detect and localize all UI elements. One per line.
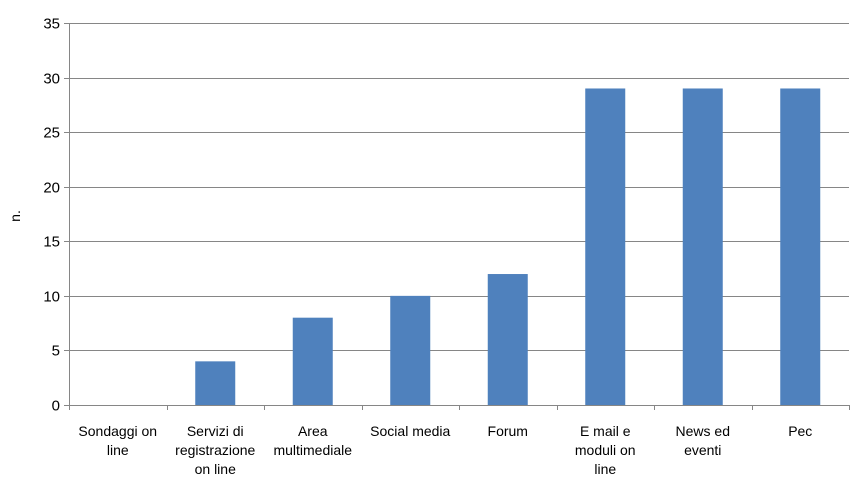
axes — [64, 23, 850, 410]
y-tick-label: 10 — [43, 289, 60, 306]
x-category-label: Social media — [370, 423, 450, 439]
bar — [682, 88, 723, 405]
y-tick-label: 5 — [52, 343, 60, 360]
bar — [487, 274, 528, 405]
y-tick-labels: 0 5 10 15 20 25 30 35 — [43, 16, 60, 415]
y-tick-label: 35 — [43, 16, 60, 33]
x-category-label: Sondaggi on line — [78, 423, 157, 458]
bar — [585, 88, 626, 405]
bar — [390, 295, 431, 405]
y-axis-title: n. — [7, 210, 23, 222]
y-tick-label: 25 — [43, 125, 60, 142]
x-category-label: News ed eventi — [676, 423, 730, 458]
y-tick-label: 20 — [43, 180, 60, 197]
y-tick-label: 0 — [52, 398, 60, 415]
y-tick-label: 30 — [43, 71, 60, 88]
x-category-label: E mail e moduli on line — [575, 423, 636, 477]
bar — [292, 317, 333, 405]
y-tick-label: 15 — [43, 234, 60, 251]
x-category-label: Forum — [488, 423, 528, 439]
gridlines — [69, 23, 849, 351]
bar — [780, 88, 821, 405]
x-category-label: Area multimediale — [273, 423, 352, 458]
bars — [195, 88, 821, 405]
x-category-labels: Sondaggi on line Servizi di registrazione on… — [78, 423, 812, 477]
bar — [195, 361, 236, 405]
x-category-label: Servizi di registrazione on line — [175, 423, 255, 477]
x-category-label: Pec — [788, 423, 812, 439]
